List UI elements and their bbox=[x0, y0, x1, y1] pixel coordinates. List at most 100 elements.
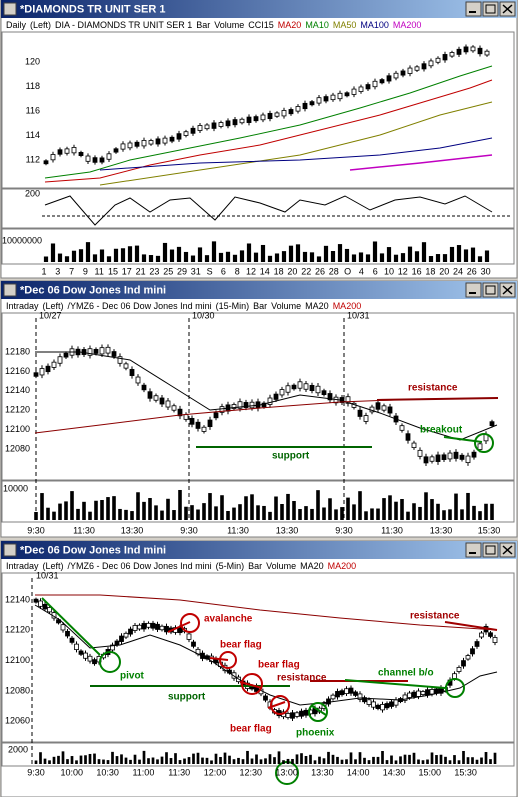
volume-bar bbox=[134, 245, 140, 262]
candle-body bbox=[371, 701, 376, 708]
x-tick-label: 6 bbox=[221, 266, 226, 276]
volume-bar bbox=[124, 757, 128, 764]
x-tick-label: 12 bbox=[398, 266, 408, 276]
candle-body bbox=[78, 152, 84, 156]
candle-body bbox=[45, 365, 51, 373]
ma20-line bbox=[44, 79, 493, 183]
x-tick-label: 25 bbox=[163, 266, 173, 276]
maximize-button[interactable] bbox=[482, 1, 499, 17]
candle-body bbox=[379, 79, 385, 84]
candle-body bbox=[465, 655, 471, 660]
candle-body bbox=[411, 442, 417, 449]
volume-bar bbox=[336, 756, 339, 764]
header-item: /YMZ6 - Dec 06 Dow Jones Ind mini bbox=[68, 561, 212, 571]
x-tick-label: 9:30 bbox=[27, 525, 45, 535]
x-tick-label: 14:00 bbox=[347, 767, 370, 777]
header-item: MA200 bbox=[333, 301, 362, 311]
candle-body bbox=[321, 390, 327, 396]
y-tick-label: 12100 bbox=[5, 655, 30, 665]
volume-bar bbox=[388, 495, 392, 520]
volume-bar bbox=[93, 753, 96, 764]
candle-body bbox=[135, 376, 141, 384]
trend-line bbox=[41, 597, 101, 656]
volume-bar bbox=[201, 757, 204, 764]
volume-bar bbox=[414, 251, 420, 262]
pane bbox=[1, 572, 515, 743]
header-item: (Left) bbox=[30, 20, 51, 30]
candle-body bbox=[323, 96, 329, 102]
header-item: MA200 bbox=[393, 20, 422, 30]
highlight-circle bbox=[99, 651, 121, 673]
volume-bar bbox=[267, 255, 273, 262]
candle-body bbox=[42, 604, 48, 610]
candle-body bbox=[344, 92, 350, 97]
maximize-button[interactable] bbox=[482, 542, 499, 558]
volume-bar bbox=[346, 497, 350, 520]
volume-bar bbox=[187, 757, 191, 764]
volume-bar bbox=[160, 756, 164, 764]
header-item: DIA - DIAMONDS TR UNIT SER 1 bbox=[55, 20, 192, 30]
volume-bar bbox=[162, 242, 168, 262]
candle-body bbox=[421, 63, 427, 70]
candle-body bbox=[407, 692, 412, 698]
candle-body bbox=[51, 361, 57, 368]
minimize-button[interactable] bbox=[465, 282, 482, 298]
volume-bar bbox=[493, 752, 497, 764]
volume-bar bbox=[111, 751, 114, 764]
minimize-button[interactable] bbox=[465, 542, 482, 558]
candle-body bbox=[461, 660, 466, 667]
volume-bar bbox=[442, 254, 448, 262]
volume-bar bbox=[76, 508, 80, 520]
candle-body bbox=[285, 713, 291, 718]
candle-body bbox=[99, 157, 105, 163]
volume-bar bbox=[490, 503, 494, 520]
minimize-button[interactable] bbox=[465, 1, 482, 17]
y-tick-label: 116 bbox=[26, 105, 40, 115]
volume-bar bbox=[367, 760, 371, 764]
x-tick-label: 18 bbox=[274, 266, 284, 276]
volume-bar bbox=[210, 760, 213, 764]
volume-bar bbox=[412, 752, 416, 764]
highlight-circle bbox=[445, 678, 465, 698]
candle-body bbox=[309, 384, 315, 392]
volume-bar bbox=[260, 244, 266, 262]
volume-bar bbox=[288, 245, 294, 262]
volume-bar bbox=[349, 752, 353, 764]
candle-body bbox=[63, 352, 69, 358]
candle-body bbox=[162, 137, 168, 144]
candle-body bbox=[65, 630, 70, 637]
pane bbox=[1, 188, 515, 229]
volume-bar bbox=[418, 506, 422, 520]
candle-body bbox=[384, 703, 390, 709]
volume-bar bbox=[385, 760, 389, 764]
volume-bar bbox=[358, 491, 362, 520]
candle-body bbox=[38, 600, 43, 607]
volume-bar bbox=[330, 250, 336, 262]
ma200-line bbox=[35, 594, 498, 631]
x-tick-label: 10 bbox=[384, 266, 394, 276]
volume-bar bbox=[286, 493, 290, 520]
volume-bar bbox=[88, 753, 92, 764]
volume-bar bbox=[259, 759, 263, 764]
candle-body bbox=[99, 347, 105, 355]
x-tick-label: 22 bbox=[301, 266, 311, 276]
volume-bar bbox=[394, 760, 398, 764]
candle-body bbox=[288, 109, 294, 115]
candle-body bbox=[291, 384, 297, 390]
candle-body bbox=[92, 157, 98, 163]
volume-bar bbox=[454, 493, 458, 520]
candle-body bbox=[366, 699, 372, 705]
candle-body bbox=[211, 122, 217, 129]
candle-body bbox=[239, 118, 245, 124]
candle-body bbox=[429, 456, 435, 462]
candle-body bbox=[50, 154, 56, 161]
x-tick-label: 13:30 bbox=[311, 767, 334, 777]
volume-bar bbox=[225, 251, 231, 262]
volume-bar bbox=[430, 499, 434, 520]
maximize-button[interactable] bbox=[482, 282, 499, 298]
highlight-circle bbox=[219, 651, 237, 669]
volume-bar bbox=[295, 244, 301, 262]
volume-bar bbox=[178, 489, 182, 520]
candle-body bbox=[453, 451, 459, 459]
candle-body bbox=[87, 348, 93, 356]
